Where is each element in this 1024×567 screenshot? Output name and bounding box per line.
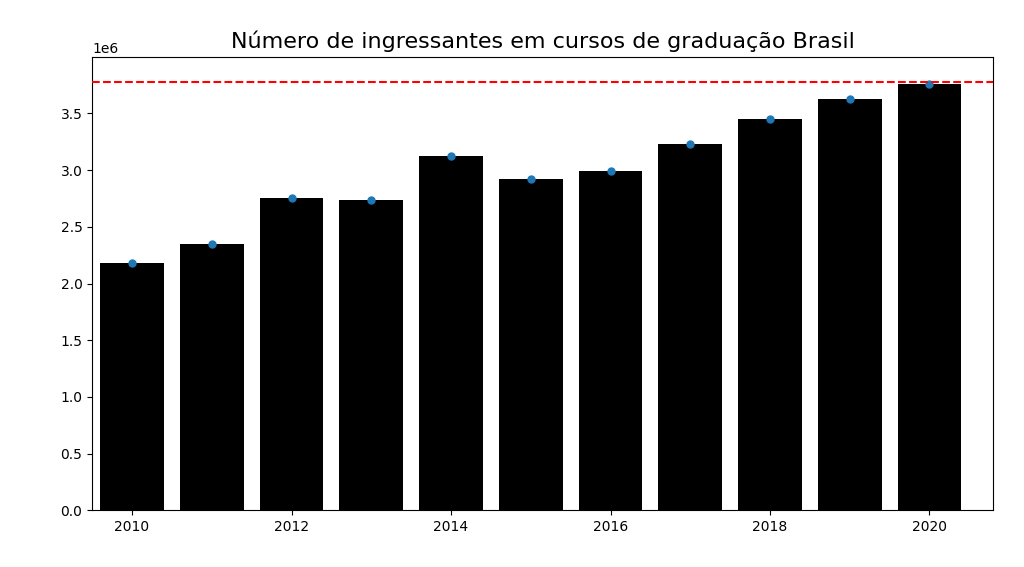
Bar [738, 119, 802, 510]
Point [682, 139, 698, 149]
Point [762, 115, 778, 124]
Bar [260, 198, 324, 510]
Bar [339, 200, 403, 510]
Bar [419, 156, 483, 510]
Title: Número de ingressantes em cursos de graduação Brasil: Número de ingressantes em cursos de grad… [230, 31, 855, 52]
Point [522, 175, 539, 184]
Point [842, 94, 858, 103]
Bar [100, 263, 164, 510]
Point [284, 194, 300, 203]
Bar [579, 171, 642, 510]
Bar [898, 84, 962, 510]
Bar [180, 244, 244, 510]
Point [124, 259, 140, 268]
Point [442, 152, 459, 161]
Bar [818, 99, 882, 510]
Bar [658, 144, 722, 510]
Bar [499, 179, 562, 510]
Point [204, 239, 220, 248]
Point [922, 79, 938, 88]
Point [602, 167, 618, 176]
Point [364, 195, 380, 204]
